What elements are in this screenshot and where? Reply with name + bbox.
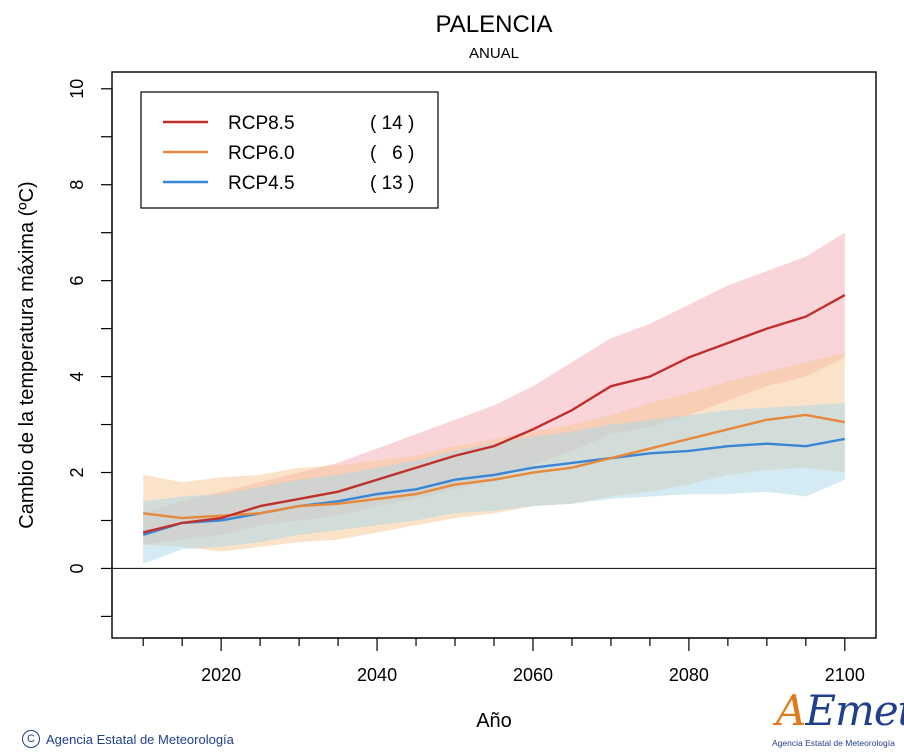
logo-accent-letter: A [776,686,806,735]
y-tick-label: 10 [67,79,87,99]
series-line-0 [142,293,846,534]
legend-label-2: RCP4.5 [228,173,295,194]
aemet-logo: AEmet Agencia Estatal de Meteorología [768,686,904,752]
legend-label-1: RCP6.0 [228,143,295,164]
x-axis: 2020 2040 2060 2080 2100 [142,637,865,685]
y-tick-label: 4 [67,372,87,382]
legend-count-2: ( 13 ) [370,173,414,194]
copyright-credit: C Agencia Estatal de Meteorología [22,730,234,748]
legend-box [140,91,439,209]
x-axis-label: Año [476,710,512,732]
y-tick-label: 0 [67,563,87,573]
x-tick-label: 2100 [825,665,865,685]
legend: RCP8.5 ( 14 ) RCP6.0 ( 6 ) RCP4.5 ( 13 ) [140,91,439,209]
chart-title: PALENCIA [436,11,553,38]
y-tick-label: 6 [67,276,87,286]
y-tick-label: 2 [67,468,87,478]
series-line-1 [143,413,846,520]
y-tick-label: 8 [67,180,87,190]
x-tick-label: 2060 [513,665,553,685]
legend-count-1: ( 6 ) [370,143,414,164]
series-lines [142,293,846,537]
y-axis-label: Cambio de la temperatura máxima (ºC) [16,181,38,528]
y-axis: 0 2 4 6 8 10 [67,79,113,618]
x-tick-label: 2020 [201,665,241,685]
logo-wordmark: AEmet [776,686,904,735]
x-tick-label: 2040 [357,665,397,685]
logo-word-rest: Emet [805,686,904,735]
logo-subtext: Agencia Estatal de Meteorología [772,738,895,748]
credit-text: Agencia Estatal de Meteorología [46,731,234,747]
chart-subtitle: ANUAL [469,45,519,62]
x-tick-label: 2080 [669,665,709,685]
legend-count-0: ( 14 ) [370,113,414,134]
copyright-icon: C [22,730,40,748]
legend-label-0: RCP8.5 [228,113,295,134]
